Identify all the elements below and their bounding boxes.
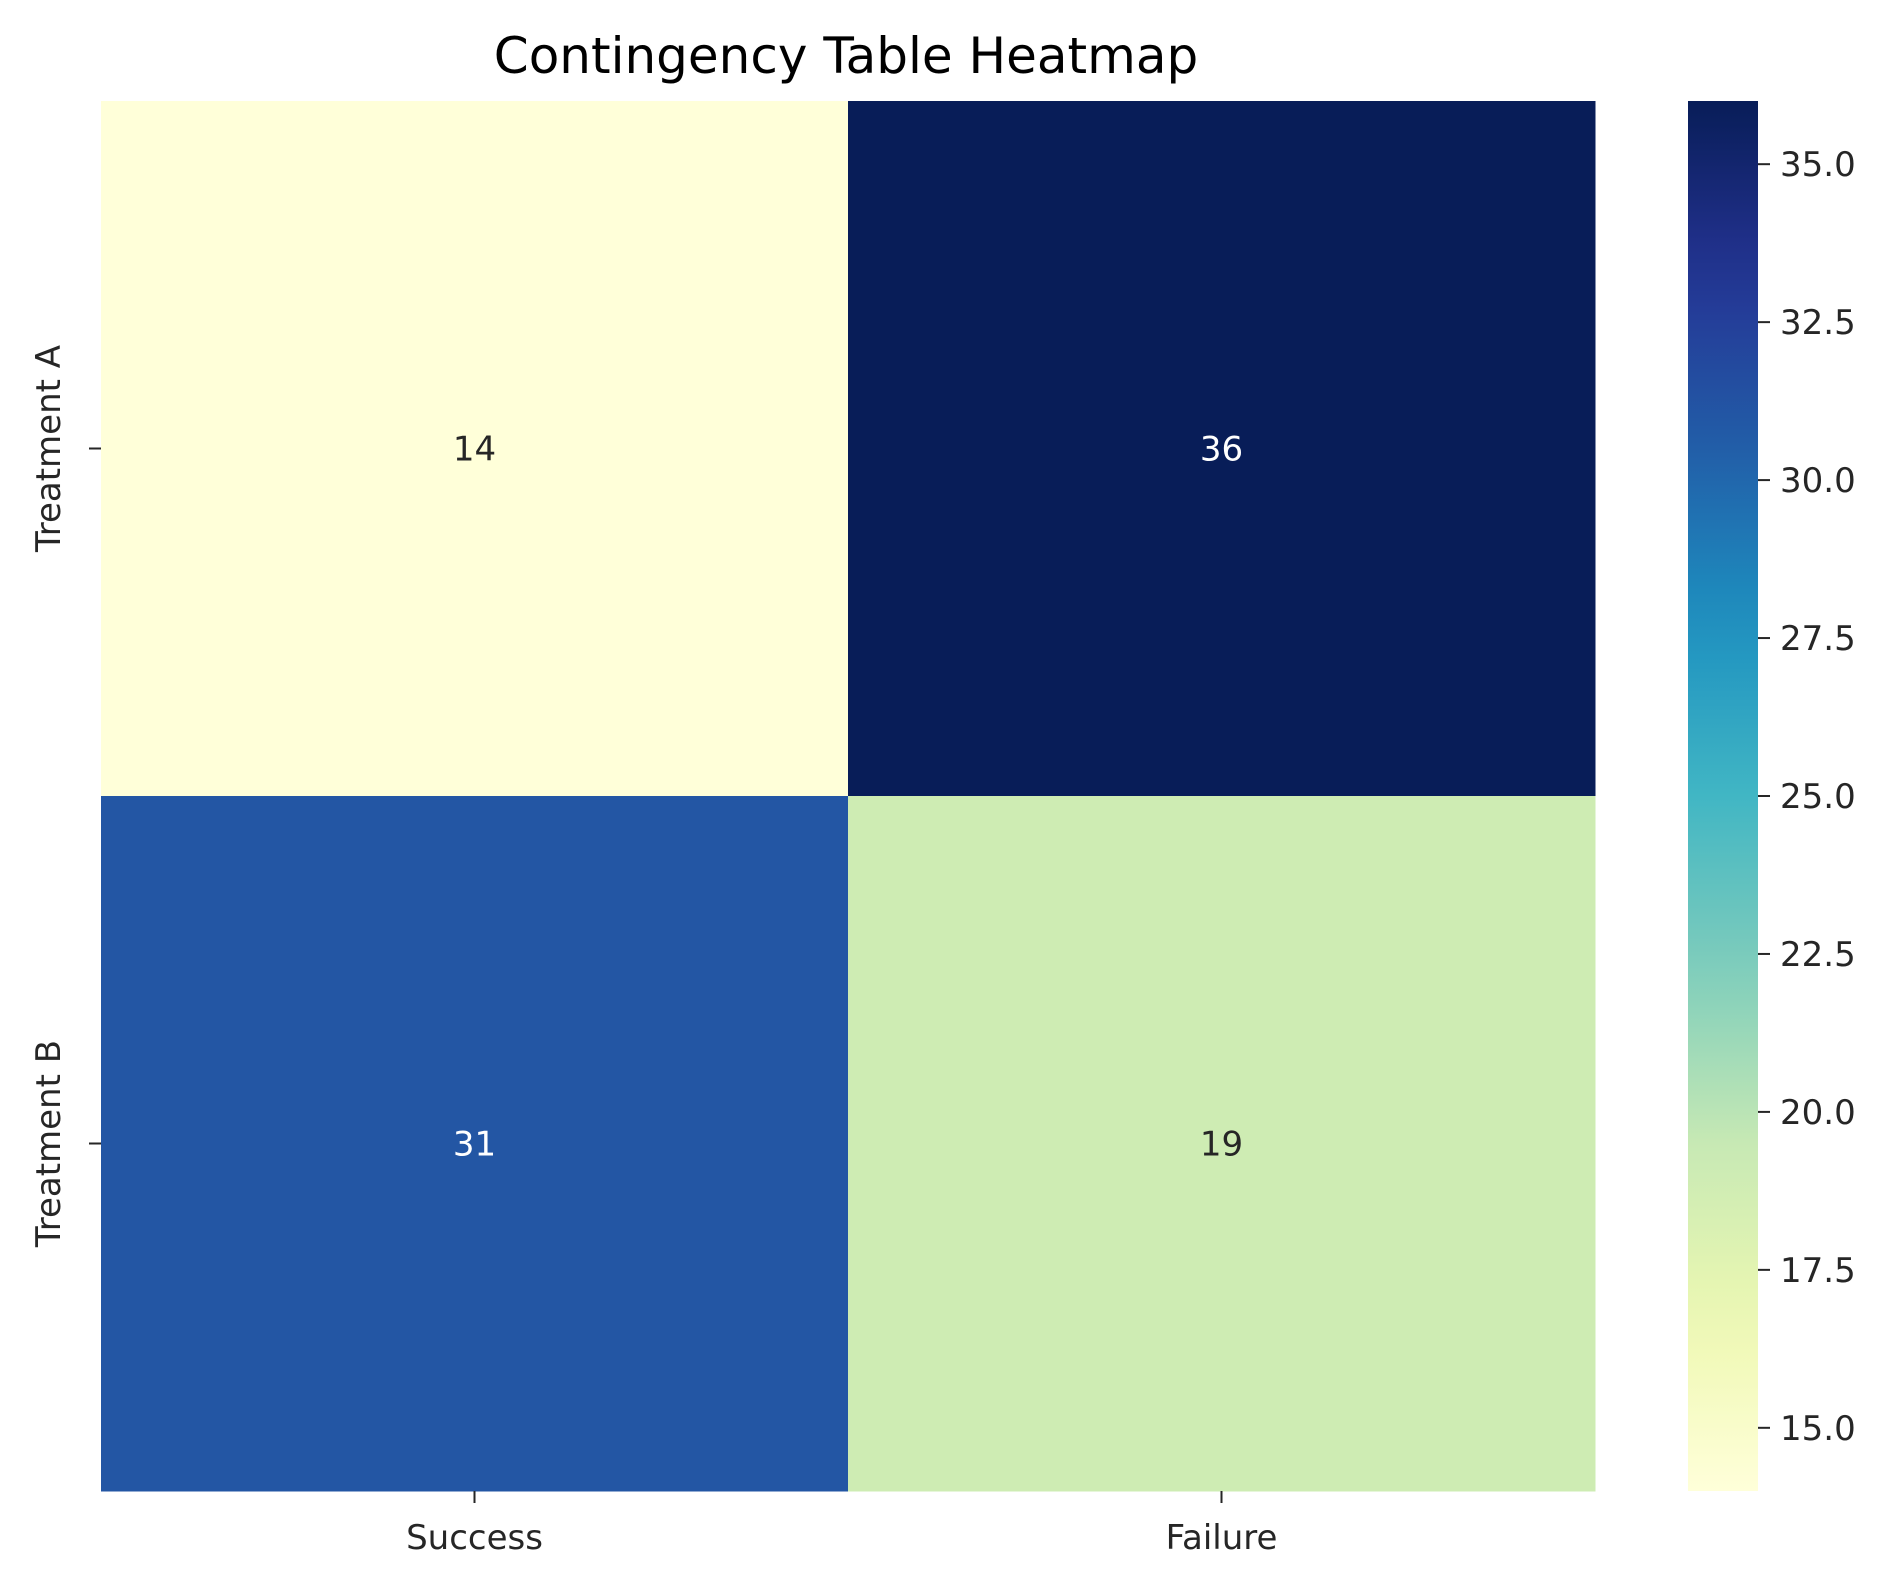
- colorbar-tick-label: 32.5: [1780, 303, 1856, 343]
- x-axis: Success Failure: [406, 1491, 1277, 1558]
- heatmap-cell-1-1: [848, 796, 1596, 1492]
- heatmap-cell-1-0: [101, 796, 849, 1492]
- chart-title: Contingency Table Heatmap: [494, 27, 1198, 85]
- heatmap-cell-0-0: [101, 101, 849, 797]
- colorbar-gradient: [1688, 101, 1758, 1491]
- y-axis: Treatment A Treatment B: [29, 345, 101, 1248]
- y-tick-label: Treatment B: [29, 1040, 69, 1248]
- x-tick-label: Failure: [1166, 1518, 1278, 1558]
- cell-annotation-0-1: 36: [1200, 430, 1243, 470]
- colorbar-tick-label: 15.0: [1780, 1409, 1856, 1449]
- x-tick-label: Success: [406, 1518, 543, 1558]
- heatmap-cell-0-1: [848, 101, 1596, 797]
- colorbar-tick-label: 22.5: [1780, 935, 1856, 975]
- colorbar-tick-label: 20.0: [1780, 1093, 1856, 1133]
- y-tick-label: Treatment A: [29, 345, 69, 553]
- colorbar-tick-label: 25.0: [1780, 777, 1856, 817]
- colorbar-tick-label: 35.0: [1780, 145, 1856, 185]
- colorbar-tick-label: 17.5: [1780, 1251, 1856, 1291]
- cell-annotation-1-1: 19: [1200, 1125, 1243, 1165]
- cell-annotation-0-0: 14: [453, 430, 496, 470]
- colorbar-tick-label: 30.0: [1780, 461, 1856, 501]
- colorbar: 15.0 17.5 20.0 22.5 25.0 27.5 30.0 32.5 35.0: [1688, 101, 1856, 1491]
- cell-annotation-1-0: 31: [453, 1125, 496, 1165]
- heatmap-cells: 14 36 31 19: [101, 101, 1596, 1492]
- colorbar-tick-label: 27.5: [1780, 619, 1856, 659]
